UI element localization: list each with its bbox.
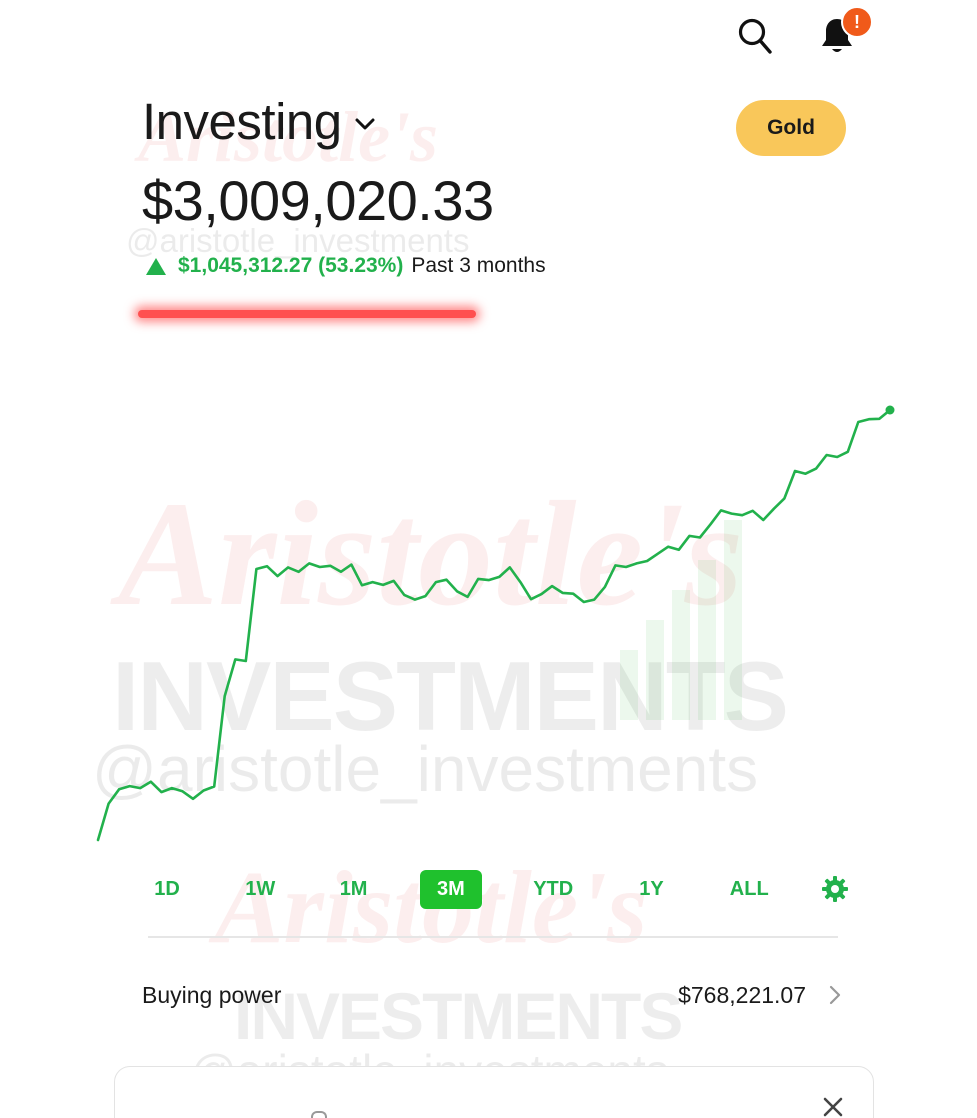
notifications-button[interactable]: !	[815, 6, 873, 58]
promo-card	[114, 1066, 874, 1118]
chevron-down-icon	[355, 118, 375, 129]
change-period: Past 3 months	[411, 254, 546, 277]
gold-button[interactable]: Gold	[736, 100, 846, 156]
buying-power-row[interactable]: Buying power $768,221.07	[142, 972, 842, 1018]
time-range-selector: 1D 1W 1M 3M YTD 1Y ALL	[140, 868, 850, 910]
current-value-dot	[885, 405, 895, 415]
range-all-button[interactable]: ALL	[729, 877, 769, 900]
range-1w-button[interactable]: 1W	[245, 877, 276, 900]
gear-icon	[821, 876, 848, 902]
chevron-right-icon	[829, 985, 841, 1005]
performance-change: $1,045,312.27 (53.23%) Past 3 months	[146, 254, 546, 278]
range-3m-button[interactable]: 3M	[419, 869, 482, 909]
close-icon[interactable]	[821, 1095, 845, 1118]
portfolio-line	[96, 408, 892, 842]
portfolio-chart-svg	[96, 405, 895, 842]
search-button[interactable]	[733, 14, 777, 58]
search-icon	[738, 18, 772, 54]
range-ytd-button[interactable]: YTD	[533, 877, 574, 900]
portfolio-chart[interactable]	[0, 380, 977, 860]
card-icon	[311, 1111, 327, 1118]
buying-power-label: Buying power	[142, 981, 282, 1008]
buying-power-right: $768,221.07	[678, 982, 842, 1009]
change-amount: $1,045,312.27 (53.23%)	[178, 254, 404, 277]
chart-settings-button[interactable]	[820, 874, 850, 904]
highlight-underline	[138, 310, 476, 318]
notification-badge: !	[841, 6, 873, 38]
up-triangle-icon	[146, 257, 166, 275]
top-actions: !	[733, 6, 873, 58]
account-title: Investing	[142, 93, 342, 150]
range-1m-button[interactable]: 1M	[339, 877, 368, 900]
portfolio-value: $3,009,020.33	[142, 169, 494, 232]
divider	[148, 936, 838, 938]
account-selector[interactable]: Investing	[142, 92, 378, 151]
range-1y-button[interactable]: 1Y	[639, 877, 664, 900]
range-1d-button[interactable]: 1D	[154, 877, 180, 900]
buying-power-value: $768,221.07	[678, 981, 806, 1008]
